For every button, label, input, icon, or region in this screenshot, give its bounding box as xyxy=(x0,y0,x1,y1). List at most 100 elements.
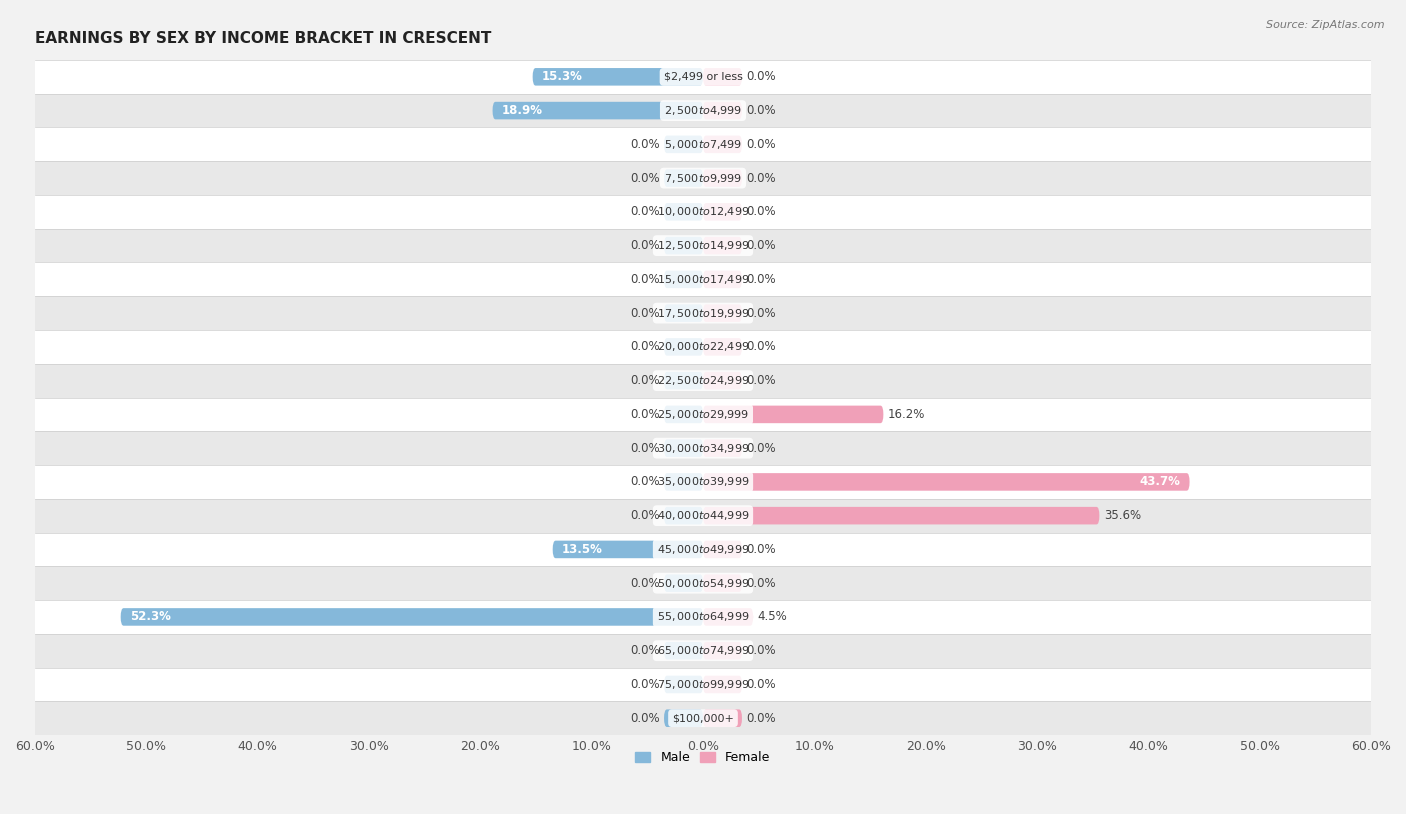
Text: $40,000 to $44,999: $40,000 to $44,999 xyxy=(657,510,749,522)
Text: 0.0%: 0.0% xyxy=(747,340,776,353)
Text: 0.0%: 0.0% xyxy=(630,374,659,387)
Bar xyxy=(35,296,1371,330)
Text: $15,000 to $17,499: $15,000 to $17,499 xyxy=(657,273,749,286)
FancyBboxPatch shape xyxy=(664,473,703,491)
Text: $7,500 to $9,999: $7,500 to $9,999 xyxy=(664,172,742,185)
Text: 0.0%: 0.0% xyxy=(747,138,776,151)
Text: 43.7%: 43.7% xyxy=(1140,475,1181,488)
Text: 35.6%: 35.6% xyxy=(1104,510,1140,522)
Text: 0.0%: 0.0% xyxy=(747,442,776,455)
FancyBboxPatch shape xyxy=(703,575,742,592)
Text: 52.3%: 52.3% xyxy=(129,610,170,624)
FancyBboxPatch shape xyxy=(703,710,742,727)
Text: 0.0%: 0.0% xyxy=(747,543,776,556)
FancyBboxPatch shape xyxy=(703,270,742,288)
FancyBboxPatch shape xyxy=(664,136,703,153)
Text: 4.5%: 4.5% xyxy=(758,610,787,624)
Bar xyxy=(35,567,1371,600)
Text: $50,000 to $54,999: $50,000 to $54,999 xyxy=(657,576,749,589)
FancyBboxPatch shape xyxy=(703,440,742,457)
FancyBboxPatch shape xyxy=(703,102,742,120)
Text: $100,000+: $100,000+ xyxy=(672,713,734,723)
Text: 0.0%: 0.0% xyxy=(747,678,776,691)
FancyBboxPatch shape xyxy=(492,102,703,120)
Text: $65,000 to $74,999: $65,000 to $74,999 xyxy=(657,644,749,657)
FancyBboxPatch shape xyxy=(664,372,703,389)
FancyBboxPatch shape xyxy=(703,676,742,694)
Text: 0.0%: 0.0% xyxy=(747,711,776,724)
FancyBboxPatch shape xyxy=(121,608,703,626)
FancyBboxPatch shape xyxy=(664,270,703,288)
Text: 0.0%: 0.0% xyxy=(747,307,776,320)
FancyBboxPatch shape xyxy=(703,642,742,659)
FancyBboxPatch shape xyxy=(664,642,703,659)
Text: EARNINGS BY SEX BY INCOME BRACKET IN CRESCENT: EARNINGS BY SEX BY INCOME BRACKET IN CRE… xyxy=(35,31,491,46)
Text: $2,499 or less: $2,499 or less xyxy=(664,72,742,82)
Text: 15.3%: 15.3% xyxy=(541,70,582,83)
Text: 0.0%: 0.0% xyxy=(747,273,776,286)
FancyBboxPatch shape xyxy=(664,237,703,255)
Text: $35,000 to $39,999: $35,000 to $39,999 xyxy=(657,475,749,488)
Bar xyxy=(35,600,1371,634)
Bar xyxy=(35,330,1371,364)
Text: 0.0%: 0.0% xyxy=(747,644,776,657)
Text: 0.0%: 0.0% xyxy=(630,510,659,522)
Text: 0.0%: 0.0% xyxy=(747,374,776,387)
Text: $75,000 to $99,999: $75,000 to $99,999 xyxy=(657,678,749,691)
Text: $12,500 to $14,999: $12,500 to $14,999 xyxy=(657,239,749,252)
FancyBboxPatch shape xyxy=(703,338,742,356)
Text: $20,000 to $22,499: $20,000 to $22,499 xyxy=(657,340,749,353)
Text: 0.0%: 0.0% xyxy=(630,678,659,691)
FancyBboxPatch shape xyxy=(664,575,703,592)
FancyBboxPatch shape xyxy=(703,237,742,255)
Bar xyxy=(35,60,1371,94)
FancyBboxPatch shape xyxy=(664,304,703,322)
Text: $22,500 to $24,999: $22,500 to $24,999 xyxy=(657,374,749,387)
Bar xyxy=(35,364,1371,397)
Text: 0.0%: 0.0% xyxy=(630,138,659,151)
Bar xyxy=(35,262,1371,296)
Bar xyxy=(35,532,1371,567)
Text: 0.0%: 0.0% xyxy=(747,576,776,589)
Bar xyxy=(35,229,1371,262)
Text: 0.0%: 0.0% xyxy=(747,239,776,252)
FancyBboxPatch shape xyxy=(703,540,742,558)
Bar xyxy=(35,667,1371,702)
FancyBboxPatch shape xyxy=(703,372,742,389)
Text: $55,000 to $64,999: $55,000 to $64,999 xyxy=(657,610,749,624)
FancyBboxPatch shape xyxy=(664,405,703,423)
Text: $45,000 to $49,999: $45,000 to $49,999 xyxy=(657,543,749,556)
FancyBboxPatch shape xyxy=(533,68,703,85)
Text: 0.0%: 0.0% xyxy=(630,172,659,185)
Text: $17,500 to $19,999: $17,500 to $19,999 xyxy=(657,307,749,320)
FancyBboxPatch shape xyxy=(703,405,883,423)
Text: 0.0%: 0.0% xyxy=(630,475,659,488)
Text: 0.0%: 0.0% xyxy=(747,172,776,185)
FancyBboxPatch shape xyxy=(703,507,1099,524)
Text: $5,000 to $7,499: $5,000 to $7,499 xyxy=(664,138,742,151)
FancyBboxPatch shape xyxy=(703,136,742,153)
FancyBboxPatch shape xyxy=(664,710,703,727)
Bar xyxy=(35,128,1371,161)
Text: 0.0%: 0.0% xyxy=(747,70,776,83)
Text: 0.0%: 0.0% xyxy=(630,408,659,421)
Text: 0.0%: 0.0% xyxy=(630,442,659,455)
Text: 18.9%: 18.9% xyxy=(502,104,543,117)
FancyBboxPatch shape xyxy=(664,203,703,221)
Text: 0.0%: 0.0% xyxy=(747,205,776,218)
Bar xyxy=(35,702,1371,735)
Bar xyxy=(35,499,1371,532)
Text: Source: ZipAtlas.com: Source: ZipAtlas.com xyxy=(1267,20,1385,30)
Text: 0.0%: 0.0% xyxy=(630,205,659,218)
Text: 0.0%: 0.0% xyxy=(630,644,659,657)
Text: $25,000 to $29,999: $25,000 to $29,999 xyxy=(657,408,749,421)
Bar xyxy=(35,161,1371,195)
FancyBboxPatch shape xyxy=(703,473,1189,491)
FancyBboxPatch shape xyxy=(664,507,703,524)
Bar xyxy=(35,634,1371,667)
Text: 13.5%: 13.5% xyxy=(561,543,602,556)
Text: 16.2%: 16.2% xyxy=(887,408,925,421)
Bar xyxy=(35,397,1371,431)
Text: $10,000 to $12,499: $10,000 to $12,499 xyxy=(657,205,749,218)
FancyBboxPatch shape xyxy=(703,169,742,187)
